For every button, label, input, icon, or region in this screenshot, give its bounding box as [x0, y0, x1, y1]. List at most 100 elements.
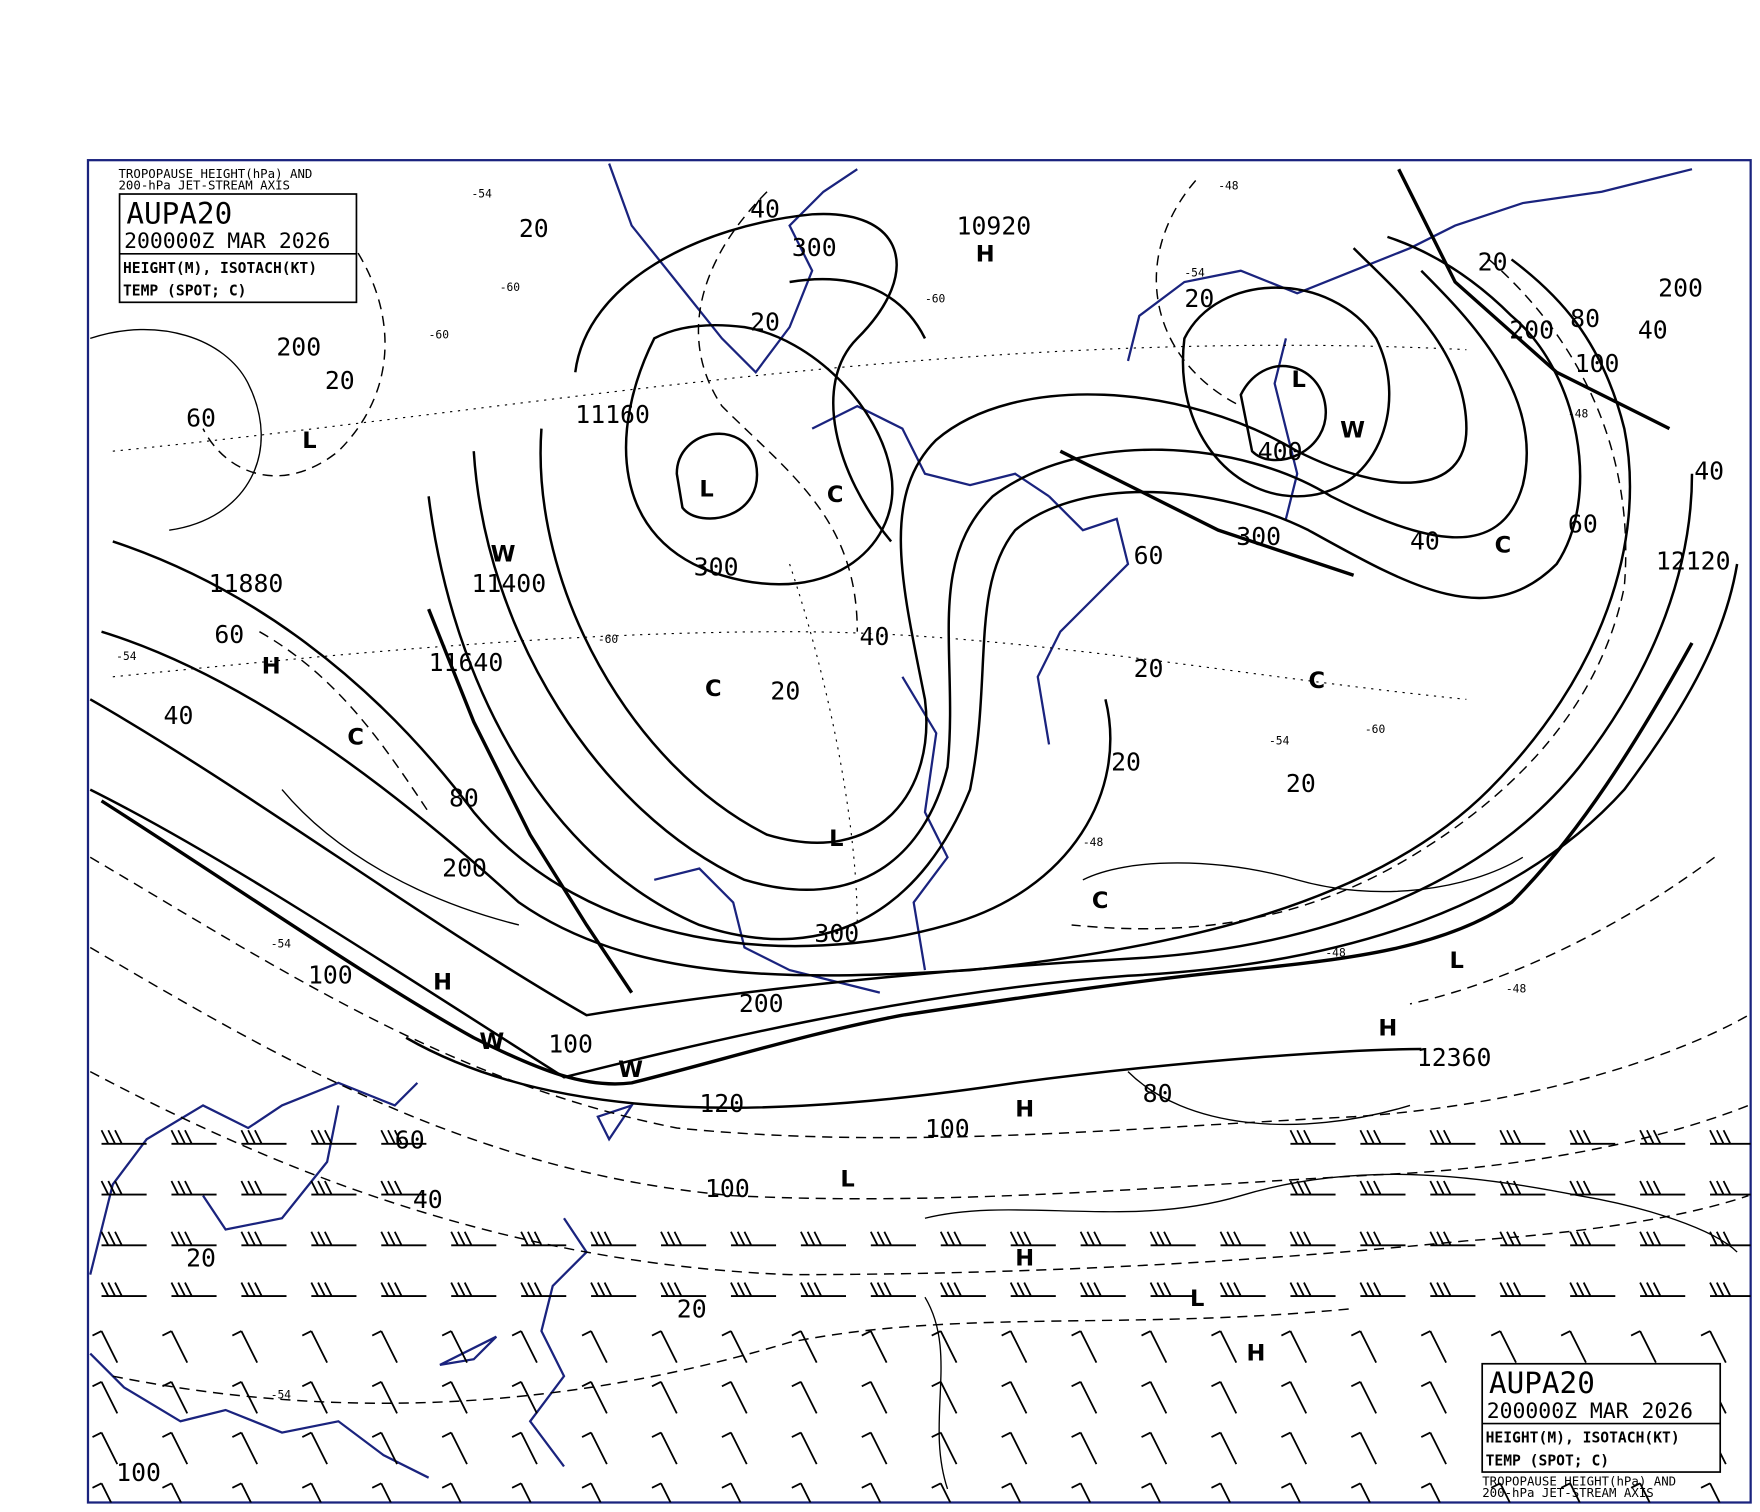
- height-label: 11880: [209, 569, 284, 598]
- wind-barb: [1569, 1282, 1616, 1297]
- jet-stream-axis: [100, 168, 1694, 1086]
- spot-temp: -54: [271, 1389, 292, 1402]
- wind-barb: [240, 1129, 287, 1145]
- wind-barb: [1001, 1482, 1022, 1503]
- wind-barb: [1281, 1431, 1308, 1465]
- isotach-label: 20: [1134, 654, 1164, 683]
- isotach-label: 80: [449, 784, 479, 813]
- wind-barb: [1429, 1180, 1476, 1196]
- isotach-label: 20: [186, 1244, 216, 1273]
- wind-barb: [441, 1380, 468, 1414]
- wind-barb: [721, 1380, 748, 1414]
- wind-barb: [1499, 1180, 1546, 1196]
- wind-barb: [1560, 1330, 1587, 1364]
- spot-temp: -60: [925, 292, 946, 305]
- wind-barb: [1630, 1330, 1657, 1364]
- tropopause-label: 300: [1236, 522, 1281, 551]
- wind-barb: [1009, 1282, 1056, 1297]
- isotach-labels: 40 20 20 20 60 80 100 120 100 100 80 60 …: [164, 195, 1725, 1324]
- center-marker: L: [840, 1167, 854, 1193]
- wind-barb: [380, 1231, 427, 1247]
- wind-barb: [301, 1431, 328, 1465]
- wind-barb: [1009, 1231, 1056, 1247]
- legend-bottom-right: AUPA20 200000Z MAR 2026 HEIGHT(M), ISOTA…: [1481, 1362, 1722, 1500]
- center-marker: H: [1246, 1340, 1265, 1366]
- wind-barb: [240, 1180, 287, 1196]
- isotach-label: 40: [413, 1185, 443, 1214]
- tropopause-labels: 200 300 300 400 300 200 200 300 200 200 …: [116, 233, 1703, 1487]
- wind-barb: [1350, 1482, 1371, 1503]
- wind-barb: [1639, 1282, 1686, 1297]
- wind-barb: [100, 1282, 147, 1297]
- wind-barb: [371, 1482, 392, 1503]
- tropopause-contours: [90, 328, 1738, 1490]
- isotach-label: 100: [705, 1174, 750, 1203]
- isotach-label: 20: [1184, 284, 1214, 313]
- wind-barb: [1359, 1282, 1406, 1297]
- center-marker: H: [1015, 1246, 1034, 1272]
- wind-barb: [162, 1380, 189, 1414]
- center-marker: C: [1495, 533, 1512, 559]
- wind-barb: [931, 1431, 958, 1465]
- tropopause-label: 200: [442, 853, 487, 882]
- spot-temp: -54: [116, 650, 137, 663]
- isotach-label: 60: [395, 1125, 425, 1154]
- tropopause-label: 100: [116, 1458, 161, 1487]
- wind-barb: [100, 1180, 147, 1196]
- tropopause-label: 300: [792, 233, 837, 262]
- center-marker: H: [976, 242, 995, 268]
- wind-barb: [441, 1431, 468, 1465]
- wind-barb: [231, 1431, 258, 1465]
- center-marker: W: [491, 542, 516, 568]
- wind-barb: [1569, 1231, 1616, 1247]
- isotach-label: 40: [750, 195, 780, 224]
- wind-barb: [931, 1380, 958, 1414]
- wind-barb: [581, 1431, 608, 1465]
- wind-barb: [310, 1129, 357, 1145]
- wind-barb: [1289, 1231, 1336, 1247]
- wind-barb: [1001, 1330, 1028, 1364]
- wind-barb: [1141, 1431, 1168, 1465]
- center-marker: L: [1292, 367, 1306, 393]
- wind-barb: [861, 1431, 888, 1465]
- wind-barb: [1429, 1282, 1476, 1297]
- wind-barb: [1211, 1431, 1238, 1465]
- isotach-label: 20: [1111, 747, 1141, 776]
- wind-barb: [931, 1330, 958, 1364]
- wind-barb: [590, 1282, 637, 1297]
- wind-barb: [231, 1380, 258, 1414]
- wind-barb: [1071, 1431, 1098, 1465]
- wind-barb: [1350, 1380, 1377, 1414]
- isotach-label: 80: [1143, 1079, 1173, 1108]
- wind-barb: [1499, 1282, 1546, 1297]
- tropopause-label: 300: [814, 919, 859, 948]
- center-marker: L: [699, 476, 713, 502]
- wind-barb: [791, 1330, 818, 1364]
- isotach-label: 60: [1134, 541, 1164, 570]
- center-marker: L: [302, 428, 316, 454]
- wind-barb: [721, 1482, 742, 1503]
- isotach-label: 60: [214, 620, 244, 649]
- height-labels: 10920 11160 11400 11640 11880 12120 1236…: [209, 212, 1731, 1072]
- center-marker: L: [1449, 948, 1463, 974]
- isotach-label: 120: [699, 1089, 744, 1118]
- wind-barb: [1709, 1282, 1751, 1297]
- wind-barb: [170, 1180, 217, 1196]
- wind-barb: [450, 1282, 497, 1297]
- legend-line-1: HEIGHT(M), ISOTACH(KT): [1486, 1430, 1680, 1447]
- wind-barb: [939, 1282, 986, 1297]
- isotach-label: 20: [519, 214, 549, 243]
- wind-barb: [1700, 1330, 1727, 1364]
- wind-barb: [231, 1330, 258, 1364]
- wind-barb: [1700, 1482, 1721, 1503]
- spot-temp: -60: [500, 281, 521, 294]
- wind-barb: [170, 1282, 217, 1297]
- product-id: AUPA20: [126, 196, 232, 230]
- center-marker: H: [262, 653, 281, 679]
- center-marker: H: [1015, 1097, 1034, 1123]
- center-marker: C: [347, 724, 364, 750]
- legend-line-1: HEIGHT(M), ISOTACH(KT): [123, 260, 317, 277]
- isotach-label: 40: [860, 622, 890, 651]
- center-marker: C: [705, 676, 722, 702]
